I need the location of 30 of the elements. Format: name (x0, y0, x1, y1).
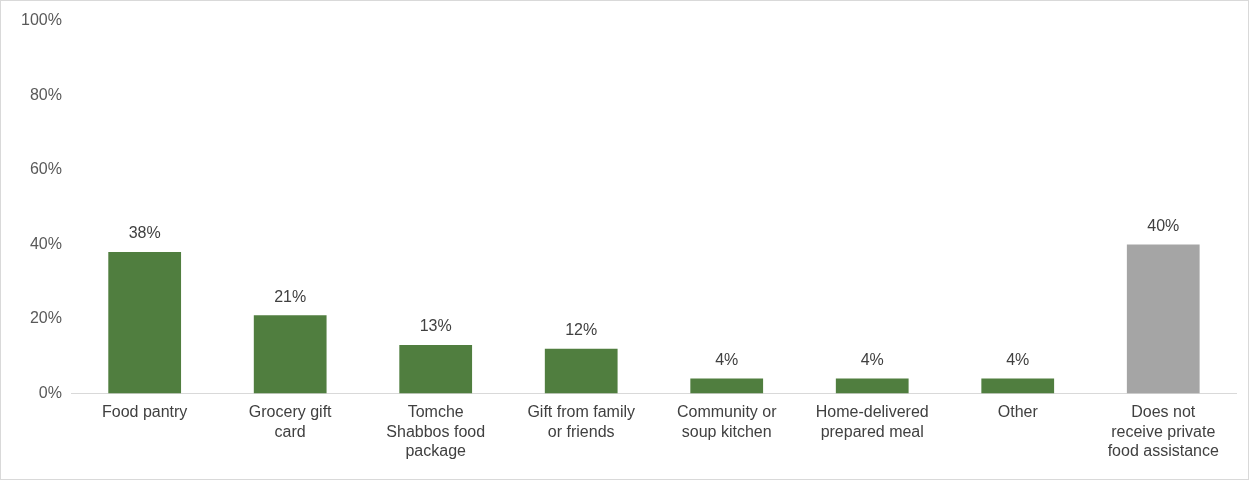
y-tick-label: 20% (29, 309, 62, 327)
bar (1126, 244, 1200, 394)
y-tick-label: 60% (29, 160, 62, 178)
bar (399, 344, 473, 394)
bar (253, 315, 327, 394)
x-tick-label: Food pantry (101, 403, 188, 421)
x-tick-label: Home-delivered prepared meal (815, 403, 929, 440)
data-label: 21% (274, 287, 307, 305)
data-label: 4% (1006, 350, 1030, 368)
bar (544, 348, 618, 394)
x-tick-label: Gift from family or friends (527, 403, 635, 440)
data-label: 12% (565, 321, 598, 339)
x-tick-label: Other (997, 403, 1039, 421)
x-tick-label: Grocery gift card (248, 403, 333, 440)
data-label: 38% (128, 224, 161, 242)
x-tick-label: Community or soup kitchen (676, 403, 778, 440)
data-label: 4% (715, 350, 739, 368)
y-tick-label: 100% (21, 11, 62, 29)
bar (108, 251, 182, 394)
y-tick-label: 40% (29, 234, 62, 252)
bar (981, 378, 1055, 394)
bar (835, 378, 909, 394)
y-tick-label: 80% (29, 85, 62, 103)
data-label: 4% (860, 350, 884, 368)
data-label: 40% (1147, 216, 1180, 234)
x-tick-label: Does not receive private food assistance (1107, 403, 1219, 459)
bar (690, 378, 764, 394)
x-tick-label: Tomche Shabbos food package (386, 403, 486, 459)
y-tick-label: 0% (38, 383, 62, 401)
data-label: 13% (419, 317, 452, 335)
